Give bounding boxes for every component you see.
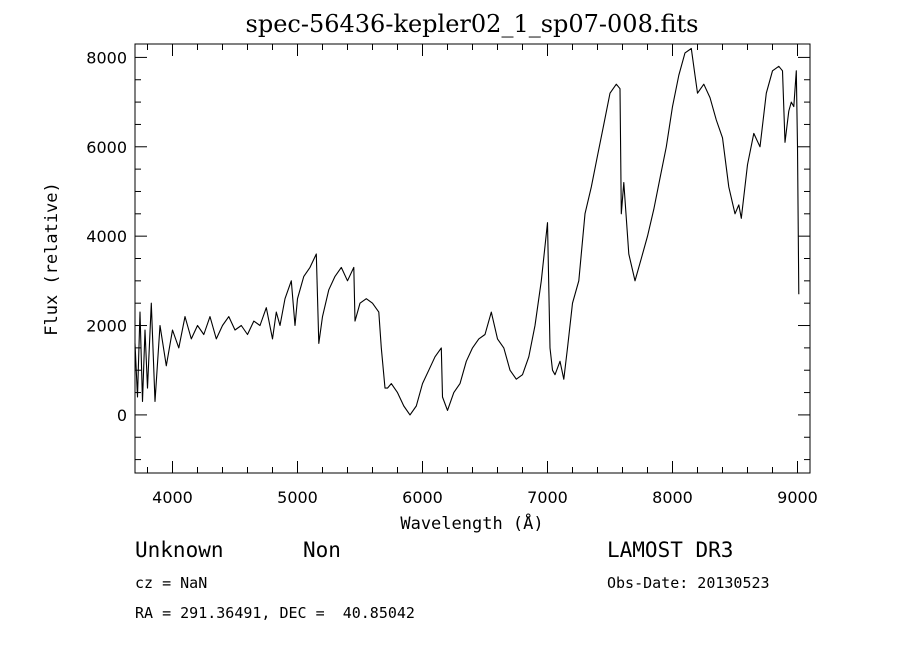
survey-label: LAMOST DR3 [607,538,734,562]
object-class: Unknown [135,538,224,562]
y-axis-label: Flux (relative) [42,182,62,336]
y-tick-label: 4000 [86,227,127,246]
y-tick-label: 2000 [86,317,127,336]
x-tick-label: 8000 [652,488,693,507]
x-tick-label: 7000 [527,488,568,507]
x-axis-label: Wavelength (Å) [400,512,543,534]
obs-date-label: Obs-Date: 20130523 [607,574,770,592]
y-axis: 0 2000 4000 6000 8000 [86,48,810,461]
y-tick-label: 6000 [86,138,127,157]
series-layer [134,47,800,416]
series-line-0 [134,47,800,416]
chart-title: spec-56436-kepler02_1_sp07-008.fits [246,10,699,38]
redshift-label: cz = NaN [135,574,208,592]
x-tick-label: 6000 [402,488,443,507]
plot-frame [134,43,811,474]
object-subclass: Non [303,538,341,562]
x-tick-label: 5000 [277,488,318,507]
x-tick-label: 9000 [777,488,818,507]
x-axis: 4000 5000 6000 7000 8000 9000 [147,44,818,507]
x-tick-label: 4000 [152,488,193,507]
y-tick-label: 0 [117,406,127,425]
coords-label: RA = 291.36491, DEC = 40.85042 [135,604,415,622]
y-tick-label: 8000 [86,48,127,67]
